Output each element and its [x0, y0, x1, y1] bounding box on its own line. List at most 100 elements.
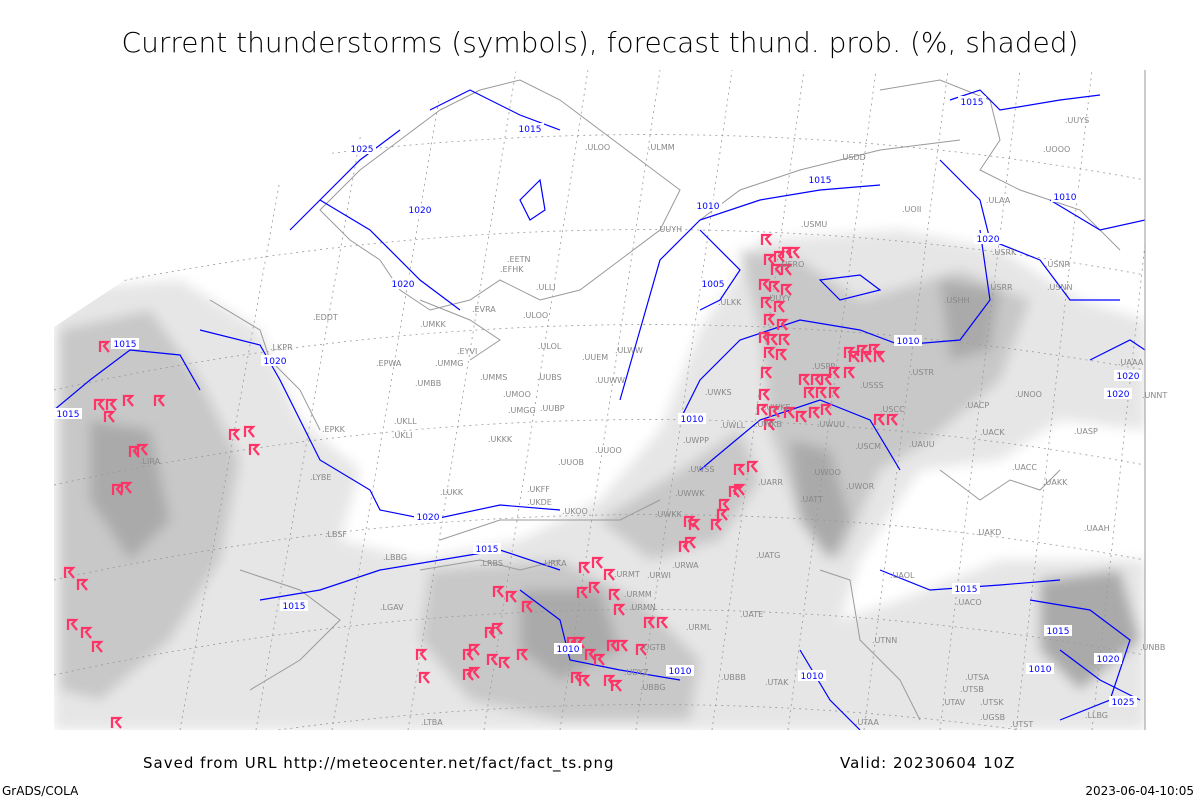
thunderstorm-symbol-icon — [815, 386, 828, 399]
isobar-label: 1010 — [897, 337, 920, 347]
isobar-label: 1020 — [264, 357, 287, 367]
station-label: .UWSS — [688, 465, 714, 474]
thunderstorm-symbol-icon — [593, 653, 606, 666]
thunderstorm-symbol-icon — [773, 300, 786, 313]
thunderstorm-symbol-icon — [768, 405, 781, 418]
station-label: .URMM — [624, 590, 652, 599]
thunderstorm-symbol-icon — [684, 536, 697, 549]
station-label: .UUBP — [540, 404, 565, 413]
coastline — [939, 469, 1061, 501]
station-label: .UWKS — [705, 388, 732, 397]
station-label: .UTAK — [765, 678, 789, 687]
isobar-line — [1089, 339, 1145, 361]
station-label: .UNOO — [1015, 390, 1042, 399]
station-label: .USNR — [1045, 260, 1070, 269]
station-label: .UAUU — [909, 440, 935, 449]
station-label: .UTST — [1010, 720, 1033, 729]
isobar-label: 1025 — [351, 145, 374, 155]
isobar-line — [949, 89, 1101, 111]
meridian-line — [1015, 70, 1093, 730]
thunderstorm-symbol-icon — [93, 398, 106, 411]
isobar-label: 1015 — [1047, 627, 1070, 637]
thunderstorm-symbol-icon — [516, 648, 529, 661]
thunderstorm-symbol-icon — [688, 518, 701, 531]
thunderstorm-symbol-icon — [498, 656, 511, 669]
thunderstorm-symbol-icon — [603, 674, 616, 687]
thunderstorm-symbol-icon — [656, 616, 669, 629]
thunderstorm-symbol-icon — [576, 586, 589, 599]
thunderstorm-symbol-icon — [635, 643, 648, 656]
isobar-label: 1020 — [409, 206, 432, 216]
station-label: .UKDE — [527, 498, 552, 507]
station-label: .UACP — [965, 401, 989, 410]
station-label: .UKOO — [562, 507, 588, 516]
thunderstorm-symbol-icon — [588, 581, 601, 594]
station-label: .URWA — [672, 561, 699, 570]
parallel-line — [54, 704, 1145, 730]
isobar-line — [289, 129, 401, 231]
isobar-label-group: 1010 — [798, 670, 826, 682]
thunderstorm-symbol-icon — [608, 588, 621, 601]
thunderstorm-symbol-icon — [136, 443, 149, 456]
meridian-line — [1091, 70, 1145, 730]
isobar-label: 1020 — [977, 235, 1000, 245]
isobar-label: 1015 — [955, 585, 978, 595]
station-label: .UGSB — [980, 713, 1005, 722]
station-label: .UUYY — [767, 294, 791, 303]
station-label: .USPP — [812, 362, 835, 371]
station-label: .UWOR — [846, 482, 875, 491]
software-credit: GrADS/COLA — [2, 784, 79, 798]
isobar-label-group: 1015 — [111, 338, 139, 350]
isobar-label: 1010 — [697, 202, 720, 212]
station-label: .UKKK — [488, 435, 513, 444]
isobar-label: 1015 — [519, 125, 542, 135]
thunderstorm-symbol-icon — [462, 668, 475, 681]
probability-area — [1040, 320, 1145, 380]
isobar-line — [699, 399, 901, 471]
thunderstorm-symbol-icon — [760, 233, 773, 246]
thunderstorm-symbol-icon — [758, 388, 771, 401]
thunderstorm-symbol-icon — [492, 585, 505, 598]
thunderstorm-symbol-icon — [486, 653, 499, 666]
station-label: .UUYS — [1065, 116, 1089, 125]
coastline — [319, 79, 681, 311]
station-label: .ULOO — [523, 311, 548, 320]
parallel-line — [54, 324, 1145, 391]
isobar-label-bg — [554, 643, 582, 654]
parallel-line — [54, 609, 1145, 676]
isobar-label-group: 1010 — [666, 665, 694, 677]
thunderstorm-symbol-icon — [122, 394, 135, 407]
station-label: .EPWA — [376, 359, 402, 368]
station-label: .UWLL — [720, 421, 746, 430]
isobar-line — [619, 184, 881, 401]
station-labels: .ULMM .ULOO .USDD .UOII .UOOO .UUYS .USMU .ULAA… — [140, 116, 1167, 729]
thunderstorm-symbol-icon — [873, 350, 886, 363]
thunderstorm-symbol-icon — [578, 561, 591, 574]
station-label: .EVRA — [472, 305, 496, 314]
thunderstorm-symbol-icon — [763, 313, 776, 326]
station-label: .UUWW — [595, 376, 625, 385]
isobar-label: 1015 — [961, 98, 984, 108]
station-label: .UUYH — [657, 225, 682, 234]
isobar-label-group: 1015 — [473, 543, 501, 555]
station-label: .UMKK — [420, 320, 447, 329]
coastline — [879, 79, 1121, 251]
thunderstorm-symbol-icon — [248, 443, 261, 456]
isobar-label-group: 1025 — [348, 143, 376, 155]
station-label: .UWWK — [675, 489, 705, 498]
isobar-label-bg — [414, 511, 442, 522]
thunderstorm-symbol-icon — [418, 671, 431, 684]
thunderstorm-symbol-icon — [848, 350, 861, 363]
isobar-line — [939, 159, 1120, 301]
thunderstorm-symbol-icon — [521, 600, 534, 613]
station-label: .LLBG — [1085, 711, 1108, 720]
isobar-label-group: 1020 — [406, 204, 434, 216]
station-label: .UNBB — [1140, 643, 1165, 652]
thunderstorm-symbol-icon — [860, 350, 873, 363]
station-label: .UKLL — [394, 417, 417, 426]
isobar-label-group: 1015 — [516, 123, 544, 135]
thunderstorm-symbol-icon — [733, 463, 746, 476]
isobar-line — [319, 199, 461, 311]
thunderstorm-symbol-icon — [770, 263, 783, 276]
station-label: .UUOO — [595, 446, 622, 455]
